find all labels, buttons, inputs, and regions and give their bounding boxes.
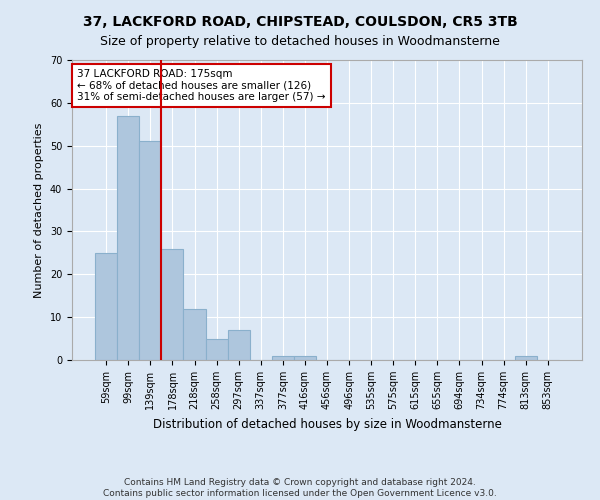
Bar — [161, 248, 184, 360]
Bar — [95, 253, 117, 360]
Text: 37 LACKFORD ROAD: 175sqm
← 68% of detached houses are smaller (126)
31% of semi-: 37 LACKFORD ROAD: 175sqm ← 68% of detach… — [77, 69, 326, 102]
Y-axis label: Number of detached properties: Number of detached properties — [34, 122, 44, 298]
Text: 37, LACKFORD ROAD, CHIPSTEAD, COULSDON, CR5 3TB: 37, LACKFORD ROAD, CHIPSTEAD, COULSDON, … — [83, 15, 517, 29]
Bar — [515, 356, 537, 360]
Text: Size of property relative to detached houses in Woodmansterne: Size of property relative to detached ho… — [100, 35, 500, 48]
Bar — [272, 356, 294, 360]
Bar — [139, 142, 161, 360]
Text: Contains HM Land Registry data © Crown copyright and database right 2024.
Contai: Contains HM Land Registry data © Crown c… — [103, 478, 497, 498]
Bar — [206, 338, 227, 360]
Bar — [184, 308, 206, 360]
Bar — [294, 356, 316, 360]
X-axis label: Distribution of detached houses by size in Woodmansterne: Distribution of detached houses by size … — [152, 418, 502, 430]
Bar — [117, 116, 139, 360]
Bar — [227, 330, 250, 360]
